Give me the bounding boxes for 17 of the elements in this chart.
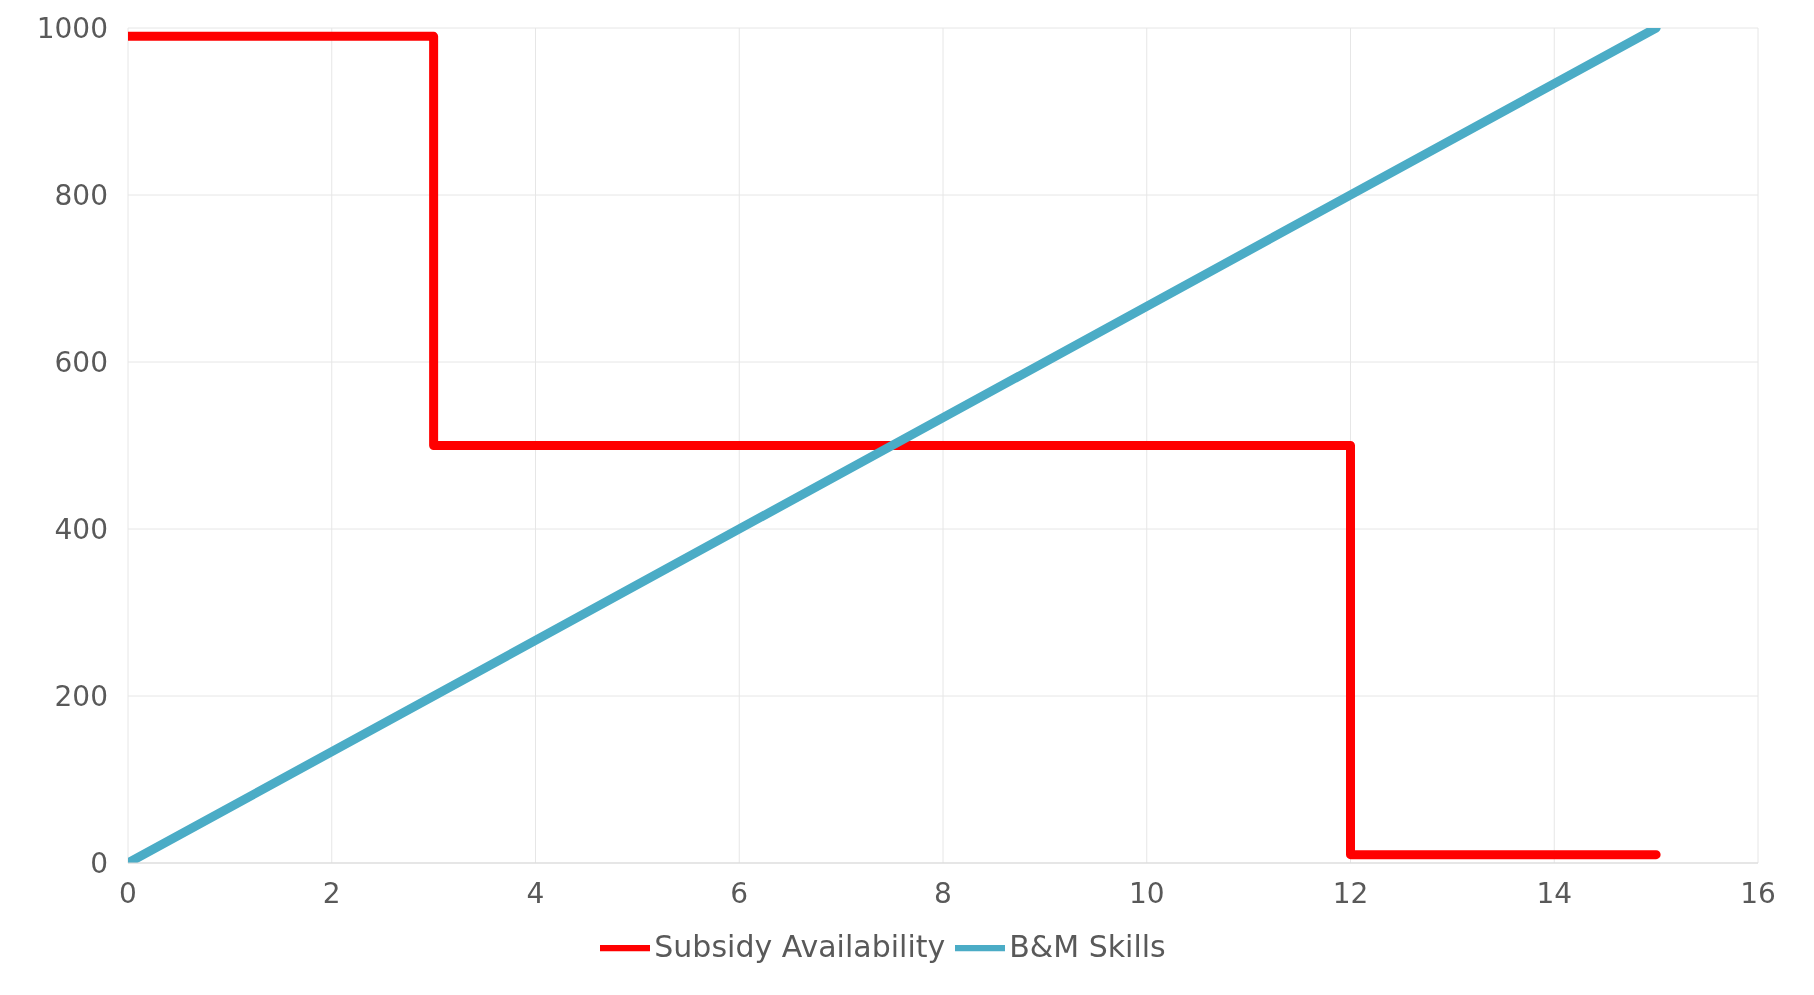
x-tick-label: 6 [730, 876, 749, 910]
x-tick-label: 16 [1740, 876, 1776, 910]
x-tick-label: 10 [1128, 876, 1165, 910]
x-tick-label: 12 [1332, 876, 1369, 910]
x-tick-label: 8 [934, 876, 952, 910]
x-tick-label: 14 [1536, 876, 1573, 910]
legend-label: Subsidy Availability [654, 928, 946, 964]
y-tick-label: 600 [54, 345, 108, 379]
x-tick-label: 2 [322, 876, 341, 910]
x-tick-label: 4 [526, 876, 545, 910]
y-tick-label: 400 [54, 512, 108, 546]
y-tick-label: 200 [54, 679, 108, 713]
y-tick-label: 800 [54, 178, 108, 212]
legend-label: B&M Skills [1009, 928, 1166, 964]
x-tick-label: 0 [119, 876, 137, 910]
y-tick-label: 1000 [36, 11, 108, 45]
y-tick-label: 0 [90, 846, 108, 880]
